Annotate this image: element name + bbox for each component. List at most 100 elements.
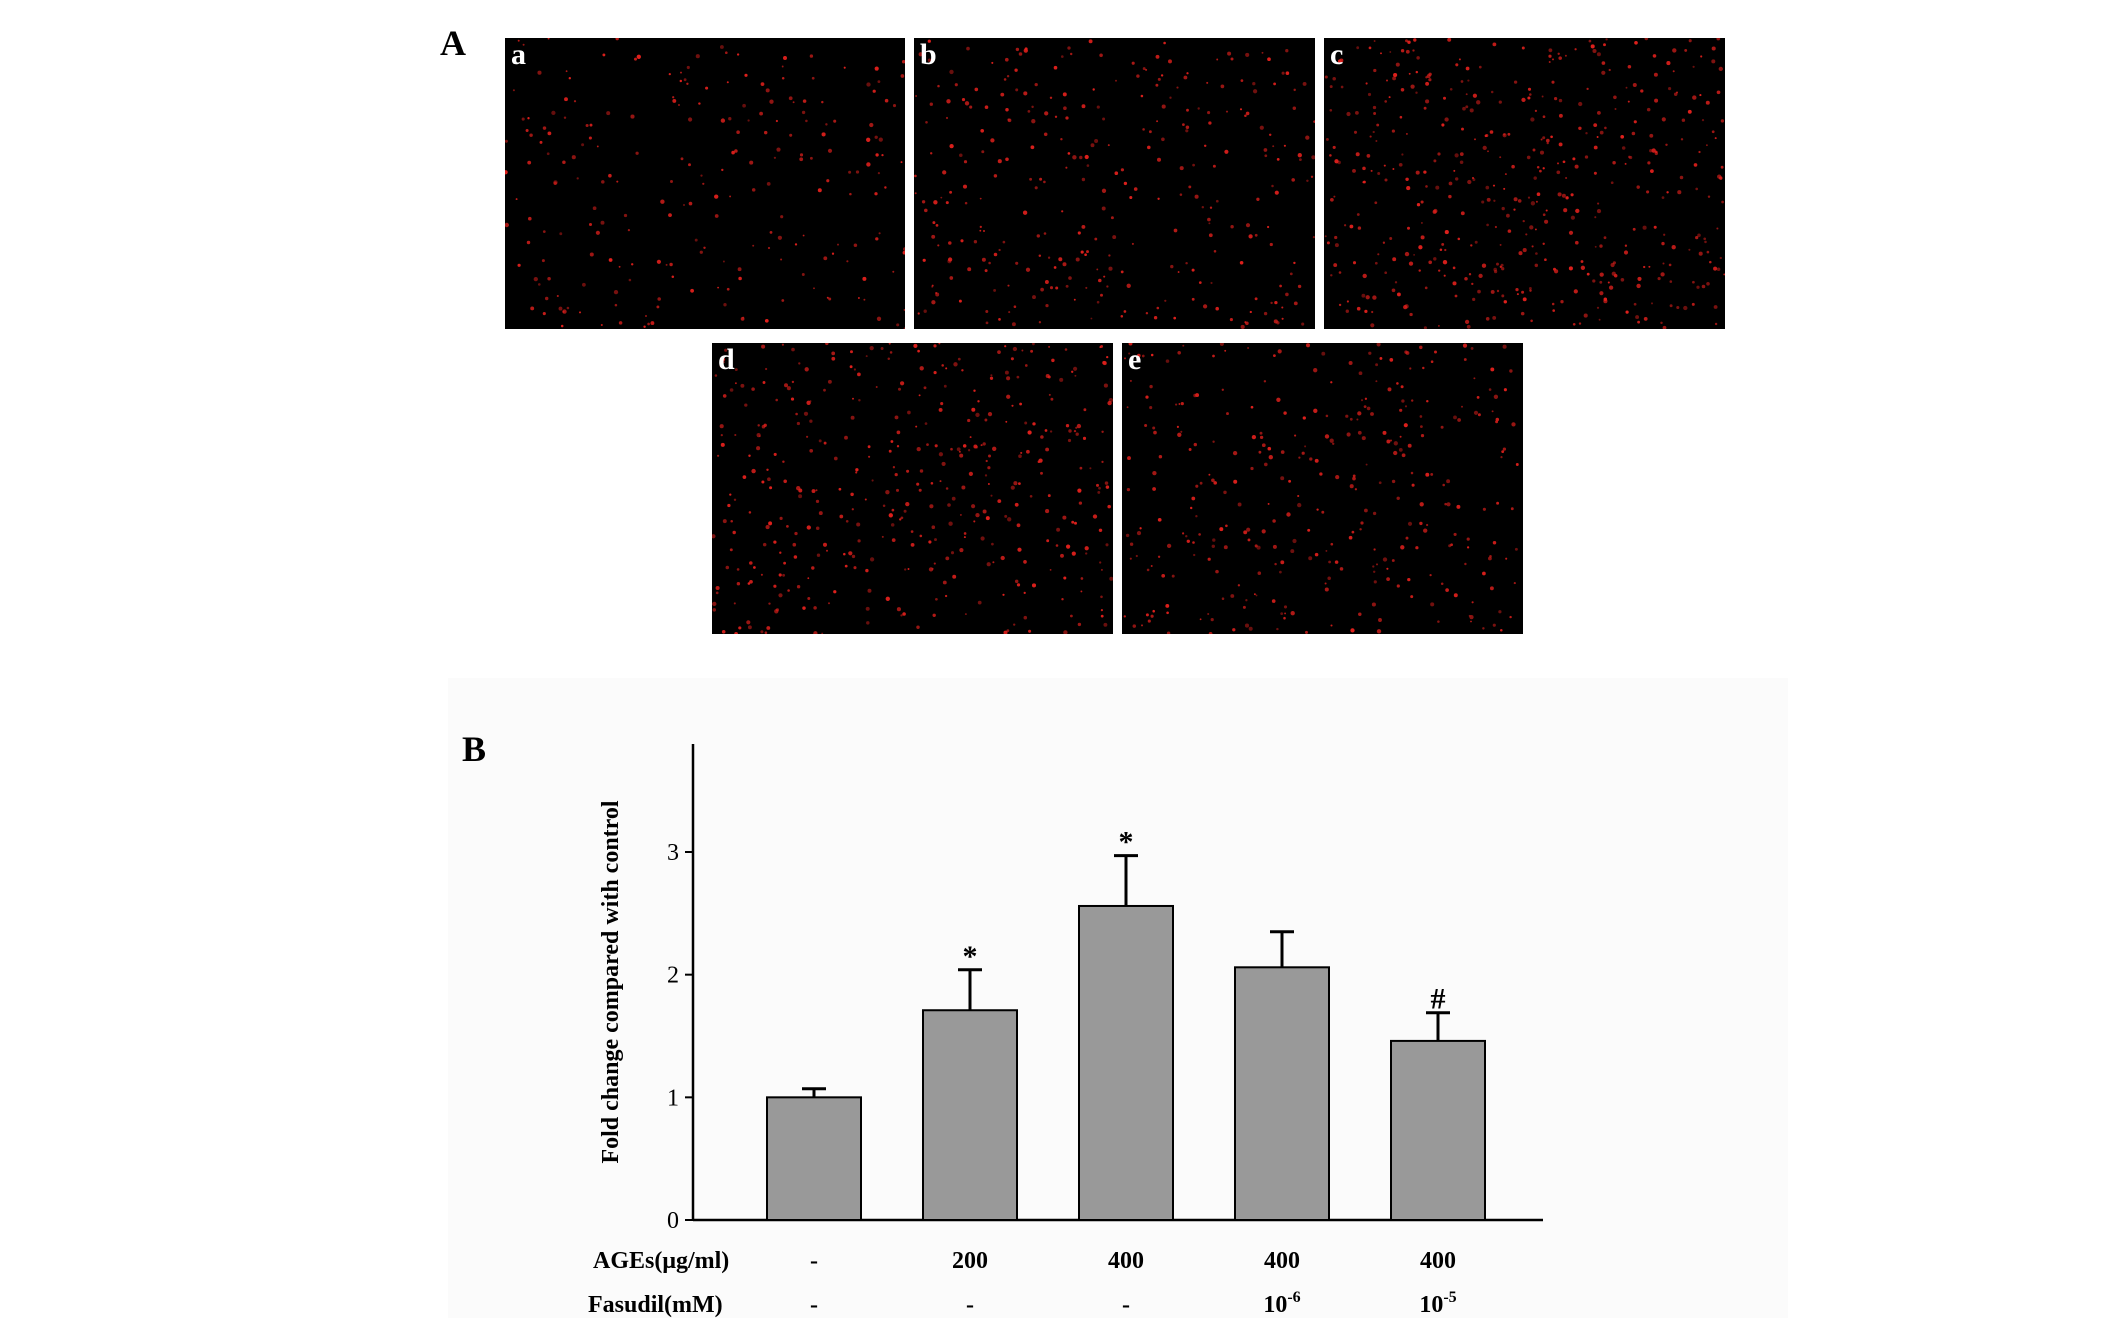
- cell-dot: [1195, 515, 1198, 518]
- cell-dot: [799, 157, 804, 162]
- cell-dot: [905, 501, 910, 507]
- cell-dot: [1017, 547, 1022, 552]
- cell-dot: [938, 452, 944, 457]
- cell-dot: [734, 149, 738, 153]
- cell-dot: [1502, 447, 1507, 451]
- cell-dot: [766, 468, 769, 471]
- cell-dot: [1662, 325, 1667, 329]
- cell-dot: [1286, 512, 1291, 517]
- cell-dot: [802, 99, 807, 103]
- cell-dot: [1105, 543, 1109, 547]
- cell-dot: [1326, 241, 1330, 245]
- cell-dot: [747, 625, 752, 630]
- cell-dot: [560, 324, 564, 328]
- cell-dot: [853, 368, 856, 371]
- cell-dot: [1448, 181, 1453, 186]
- cell-dot: [971, 504, 976, 509]
- cell-dot: [1208, 631, 1213, 634]
- cell-dot: [1006, 394, 1011, 399]
- cell-dot: [1586, 272, 1590, 276]
- cell-dot: [1254, 544, 1258, 548]
- cell-dot: [1251, 434, 1257, 440]
- cell-dot: [899, 518, 902, 521]
- cell-dot: [1562, 160, 1566, 164]
- ages-value: 400: [1420, 1248, 1456, 1274]
- cell-dot: [764, 631, 768, 634]
- cell-dot: [1207, 111, 1211, 115]
- cell-dot: [1076, 423, 1082, 429]
- cell-dot: [1469, 108, 1474, 113]
- cell-dot: [1004, 514, 1008, 518]
- cell-dot: [1665, 143, 1668, 147]
- cell-dot: [1176, 425, 1179, 428]
- cell-dot: [867, 445, 871, 449]
- cell-dot: [809, 156, 813, 160]
- cell-dot: [959, 513, 962, 516]
- cell-dot: [934, 538, 937, 542]
- cell-dot: [991, 61, 994, 64]
- cell-dot: [816, 553, 821, 557]
- cell-dot: [703, 246, 706, 249]
- cell-dot: [885, 490, 890, 495]
- cell-dot: [1316, 508, 1319, 511]
- cell-dot: [1391, 559, 1395, 562]
- cell-dot: [1716, 267, 1721, 272]
- cell-dot: [1127, 456, 1131, 461]
- cell-dot: [742, 475, 747, 479]
- cell-dot: [984, 105, 989, 109]
- cell-dot: [1210, 617, 1214, 622]
- cell-dot: [517, 263, 521, 267]
- cell-dot: [1145, 613, 1149, 617]
- cell-dot: [1482, 627, 1485, 630]
- cell-dot: [1552, 267, 1557, 271]
- cell-dot: [1471, 282, 1474, 286]
- cell-dot: [907, 410, 911, 415]
- cell-dot: [1243, 530, 1248, 535]
- cell-dot: [1018, 52, 1023, 56]
- cell-dot: [1213, 250, 1217, 253]
- cell-dot: [1073, 429, 1077, 433]
- cell-dot: [892, 104, 897, 108]
- cell-dot: [974, 87, 979, 92]
- cell-dot: [997, 159, 1002, 164]
- cell-dot: [1521, 290, 1525, 294]
- cell-dot: [1492, 540, 1497, 545]
- cell-dot: [1193, 442, 1197, 447]
- cell-dot: [1328, 560, 1331, 564]
- cell-dot: [733, 602, 736, 605]
- cell-dot: [894, 472, 898, 477]
- cell-dot: [1004, 345, 1007, 348]
- cell-dot: [727, 503, 731, 508]
- cell-dot: [645, 315, 647, 317]
- cell-dot: [1141, 624, 1143, 627]
- cell-dot: [1706, 250, 1710, 254]
- cell-dot: [1418, 269, 1421, 272]
- cell-dot: [1182, 532, 1185, 535]
- cell-dot: [1049, 286, 1054, 290]
- cell-dot: [530, 306, 535, 311]
- cell-dot: [1637, 320, 1641, 324]
- cell-dot: [931, 567, 934, 570]
- cell-dot: [1107, 504, 1111, 509]
- cell-dot: [1396, 382, 1399, 385]
- cell-dot: [851, 508, 854, 511]
- cell-dot: [1062, 92, 1067, 97]
- cell-dot: [876, 316, 882, 321]
- cell-dot: [541, 259, 545, 263]
- cell-dot: [1149, 406, 1153, 410]
- cell-dot: [1486, 223, 1489, 227]
- cell-dot: [1552, 309, 1555, 312]
- cell-dot: [888, 513, 893, 518]
- cell-dot: [1384, 271, 1388, 275]
- cell-dot: [896, 445, 900, 448]
- cell-dot: [1273, 354, 1276, 357]
- cell-dot: [722, 260, 725, 263]
- cell-dot: [1126, 487, 1131, 492]
- cell-dot: [957, 357, 961, 361]
- cell-dot: [799, 153, 804, 157]
- cell-dot: [1424, 286, 1428, 290]
- cell-dot: [588, 222, 593, 227]
- cell-dot: [1372, 565, 1375, 568]
- cell-dot: [722, 361, 725, 364]
- cell-dot: [1720, 165, 1724, 169]
